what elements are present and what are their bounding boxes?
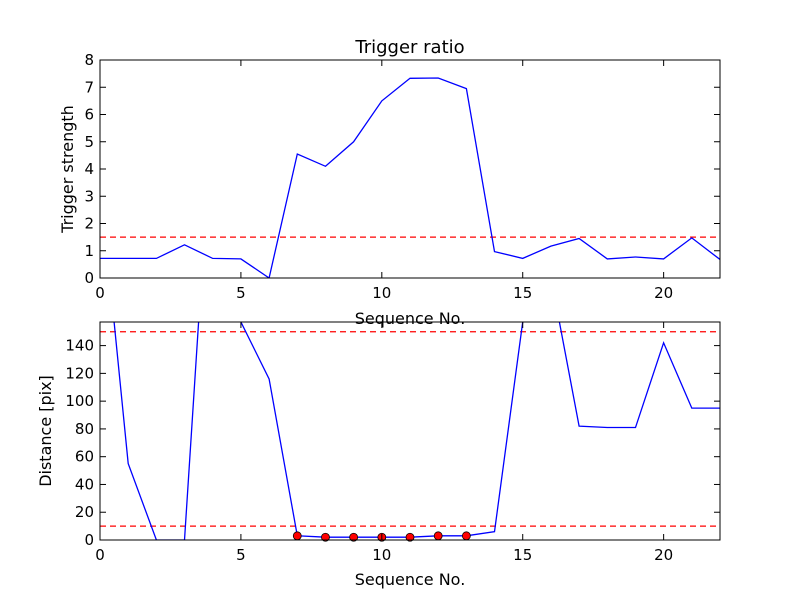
plot-area xyxy=(100,77,720,278)
x-tick-label: 15 xyxy=(513,284,532,302)
x-axis-label: Sequence No. xyxy=(355,570,466,589)
y-tick-label: 4 xyxy=(84,160,94,178)
chart-title: Trigger ratio xyxy=(354,37,464,58)
y-tick-label: 2 xyxy=(84,215,94,233)
y-tick-label: 140 xyxy=(65,337,94,355)
x-tick-label: 5 xyxy=(236,546,246,564)
x-tick-label: 0 xyxy=(95,546,105,564)
y-tick-label: 60 xyxy=(75,448,94,466)
x-tick-label: 0 xyxy=(95,284,105,302)
y-tick-label: 20 xyxy=(75,503,94,521)
series-line xyxy=(113,322,200,540)
y-tick-label: 0 xyxy=(84,531,94,549)
x-tick-label: 15 xyxy=(513,546,532,564)
y-tick-label: 8 xyxy=(84,51,94,69)
data-point xyxy=(349,532,359,542)
data-point xyxy=(461,531,471,541)
data-point xyxy=(433,531,443,541)
data-point xyxy=(405,532,415,542)
series-line xyxy=(558,322,720,429)
data-point xyxy=(292,531,302,541)
x-tick-label: 20 xyxy=(654,284,673,302)
y-tick-label: 80 xyxy=(75,420,94,438)
axes-frame xyxy=(99,321,721,541)
data-point xyxy=(321,532,330,542)
y-axis-label: Trigger strength xyxy=(58,105,77,234)
y-tick-label: 5 xyxy=(84,133,94,151)
x-tick-label: 10 xyxy=(372,546,391,564)
y-tick-label: 7 xyxy=(84,78,94,96)
y-tick-label: 6 xyxy=(84,106,94,124)
series-line xyxy=(100,77,720,278)
y-tick-label: 100 xyxy=(65,392,94,410)
trigger-ratio-panel: Trigger ratio Trigger strength 0 5 10 15 200… xyxy=(58,37,721,302)
distance-panel: Sequence No. Distance [pix] 0 5 10 15 20 0 20 4… xyxy=(36,321,721,589)
y-tick-label: 1 xyxy=(84,242,94,260)
x-axis-label: Sequence No. xyxy=(355,309,466,328)
y-tick-label: 40 xyxy=(75,475,94,493)
axes-frame xyxy=(99,59,721,279)
plot-area xyxy=(100,322,720,540)
y-tick-label: 0 xyxy=(84,269,94,287)
y-axis-label: Distance [pix] xyxy=(36,375,55,487)
y-tick-label: 3 xyxy=(84,187,94,205)
x-tick-label: 20 xyxy=(654,546,673,564)
series-line xyxy=(240,322,524,538)
x-tick-label: 10 xyxy=(372,284,391,302)
y-tick-label: 120 xyxy=(65,364,94,382)
x-tick-label: 5 xyxy=(236,284,246,302)
